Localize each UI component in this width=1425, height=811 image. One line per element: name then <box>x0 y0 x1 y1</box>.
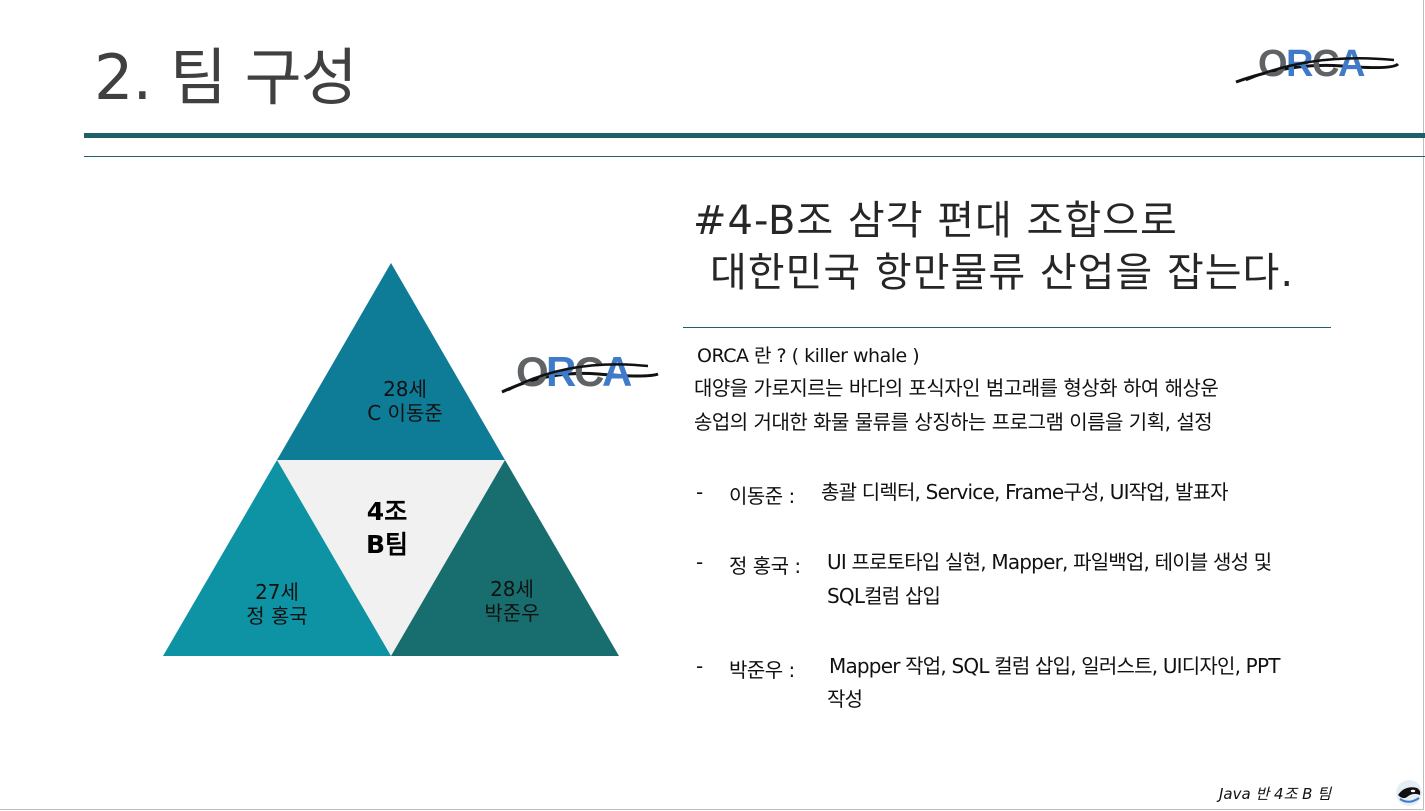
svg-text:A: A <box>1338 43 1365 85</box>
member-role: UI 프로토타입 실현, Mapper, 파일백업, 테이블 생성 및 <box>827 550 1272 574</box>
footer-label: Java 반 4조 B 팀 <box>1219 785 1331 803</box>
svg-text:A: A <box>602 348 632 395</box>
title-rule-thin <box>84 156 1425 157</box>
orca-whale-icon <box>1395 779 1423 811</box>
triangle-center-label: 4조 B팀 <box>337 495 437 561</box>
svg-text:O: O <box>516 348 547 395</box>
content-divider <box>683 327 1331 328</box>
description-heading: ORCA 란 ? ( killer whale ) <box>697 345 920 367</box>
team-name: B팀 <box>365 530 409 559</box>
member-name: 박준우 <box>484 601 540 625</box>
bullet-dash: - <box>696 480 704 504</box>
member-role: 총괄 디렉터, Service, Frame구성, UI작업, 발표자 <box>821 480 1229 504</box>
member-age: 27세 <box>255 580 299 604</box>
member-name: 정 홍국 <box>246 604 308 628</box>
svg-text:C: C <box>1312 43 1339 85</box>
headline-line-1: #4-B조 삼각 편대 조합으로 <box>693 198 1178 244</box>
description-line-1: 대양을 가로지르는 바다의 포식자인 범고래를 형상화 하여 해상운 <box>694 376 1219 400</box>
member-age: 28세 <box>490 577 534 601</box>
svg-text:O: O <box>1258 43 1286 85</box>
member-role-continued: 작성 <box>827 687 863 711</box>
headline-line-2: 대한민국 항만물류 산업을 잡는다. <box>710 250 1295 296</box>
orca-logo-middle: O R C A <box>498 340 662 398</box>
slide-title: 2. 팀 구성 <box>94 41 358 114</box>
team-number: 4조 <box>366 497 408 526</box>
member-role: Mapper 작업, SQL 컬럼 삽입, 일러스트, UI디자인, PPT <box>829 654 1280 678</box>
member-role-continued: SQL컬럼 삽입 <box>827 584 941 608</box>
team-triangle <box>160 258 622 662</box>
triangle-top-label: 28세 C 이동준 <box>340 377 470 425</box>
member-name: 박준우 : <box>729 658 795 682</box>
svg-text:C: C <box>574 348 604 395</box>
member-name: C 이동준 <box>367 401 443 425</box>
triangle-right-label: 28세 박준우 <box>447 577 577 625</box>
bullet-dash: - <box>696 550 704 574</box>
description-line-2: 송업의 거대한 화물 물류를 상징하는 프로그램 이름을 기획, 설정 <box>694 410 1213 434</box>
title-rule-thick <box>84 133 1425 138</box>
bullet-dash: - <box>696 654 704 678</box>
member-name: 정 홍국 : <box>729 554 801 578</box>
triangle-left-label: 27세 정 홍국 <box>212 580 342 628</box>
orca-logo-top: O R C A <box>1232 38 1402 88</box>
member-age: 28세 <box>383 377 427 401</box>
member-name: 이동준 : <box>729 484 795 508</box>
